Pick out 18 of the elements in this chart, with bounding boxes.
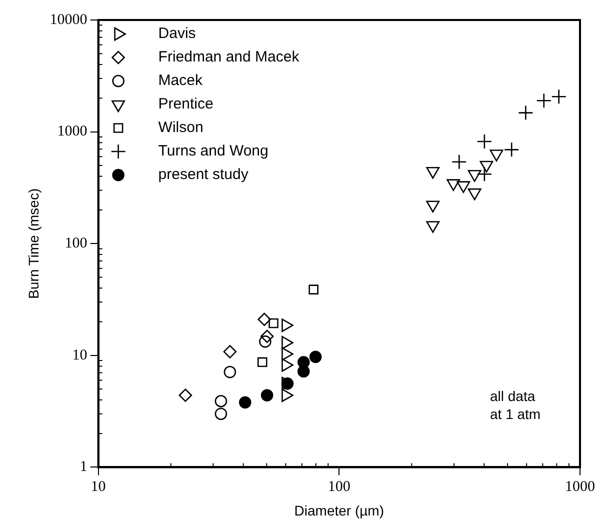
legend-label: Macek bbox=[158, 72, 203, 90]
legend-label: present study bbox=[158, 166, 249, 184]
x-tick-label: 10 bbox=[90, 479, 106, 496]
legend-label: Turns and Wong bbox=[158, 142, 268, 160]
legend-label: Davis bbox=[158, 25, 196, 42]
x-axis-title: Diameter (µm) bbox=[294, 502, 384, 518]
annotation: all data at 1 atm bbox=[490, 388, 541, 422]
y-tick-label: 10 bbox=[72, 347, 88, 364]
y-axis-title: Burn Time (msec) bbox=[25, 188, 42, 299]
x-tick-label: 1000 bbox=[565, 479, 595, 496]
y-tick-label: 100 bbox=[64, 236, 88, 252]
y-tick-label: 10000 bbox=[50, 12, 88, 28]
y-tick-label: 1000 bbox=[57, 124, 88, 140]
legend-label: Prentice bbox=[158, 96, 214, 113]
x-tick-label: 100 bbox=[328, 479, 350, 496]
y-tick-label: 1 bbox=[80, 459, 88, 476]
legend-label: Friedman and Macek bbox=[158, 48, 300, 66]
legend-label: Wilson bbox=[158, 119, 204, 136]
